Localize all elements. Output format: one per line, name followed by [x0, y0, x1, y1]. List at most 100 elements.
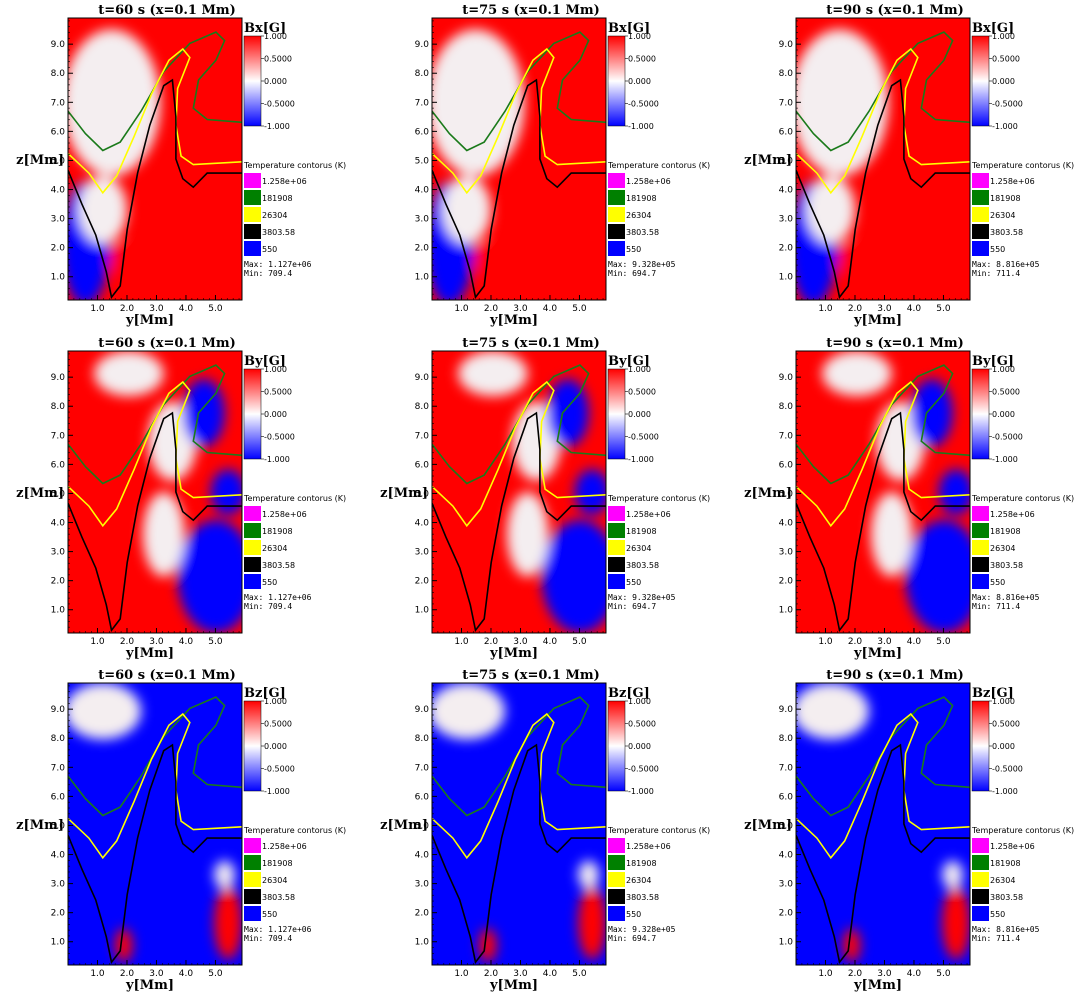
xtick-label: 5.0 — [572, 969, 587, 979]
ytick-label: 7.0 — [779, 431, 794, 441]
xtick-label: 1.0 — [90, 304, 105, 314]
xtick-label: 3.0 — [877, 969, 892, 979]
heatmap-region — [842, 928, 861, 963]
legend-title: Temperature contorus (K) — [243, 494, 346, 503]
legend-swatch — [972, 574, 989, 589]
contour-yellow — [68, 47, 242, 195]
legend-label: 181908 — [990, 859, 1021, 868]
panel-title: t=90 s (x=0.1 Mm) — [826, 3, 964, 18]
max-value: Max: 9.328e+05 — [608, 925, 676, 934]
colorbar-tick-label: 1.000 — [264, 697, 287, 706]
colorbar-title: By[G] — [972, 354, 1014, 369]
x-axis-label: y[Mm] — [489, 313, 538, 328]
colorbar-tick-label: 1.000 — [992, 697, 1015, 706]
legend-swatch — [608, 190, 625, 205]
xtick-label: 4.0 — [179, 304, 194, 314]
ytick-label: 9.0 — [779, 705, 794, 715]
colorbar — [971, 700, 990, 792]
heatmap-region — [822, 351, 892, 397]
colorbar-tick-label: -0.5000 — [992, 100, 1023, 109]
legend-label: 1.258e+06 — [626, 510, 671, 519]
colorbar-tick-label: 0.5000 — [628, 720, 656, 729]
heatmap-region — [458, 351, 528, 397]
contour-black — [68, 743, 242, 965]
heatmap-region — [837, 240, 859, 275]
ytick-label: 8.0 — [779, 734, 794, 744]
ytick-label: 1.0 — [779, 606, 794, 616]
legend-swatch — [608, 906, 625, 921]
colorbar-tick-label: 0.000 — [264, 77, 287, 86]
legend-swatch — [608, 241, 625, 256]
heatmap-region — [942, 886, 970, 960]
legend-label: 3803.58 — [626, 893, 659, 902]
xtick-label: 5.0 — [208, 637, 223, 647]
ytick-label: 7.0 — [415, 98, 430, 108]
ytick-label: 1.0 — [51, 938, 66, 948]
ytick-label: 7.0 — [51, 763, 66, 773]
xtick-label: 5.0 — [936, 969, 951, 979]
colorbar-tick-label: 1.000 — [992, 32, 1015, 41]
x-axis-label: y[Mm] — [489, 646, 538, 661]
heatmap-region — [68, 683, 142, 740]
field-heatmap — [796, 18, 970, 300]
legend-label: 181908 — [262, 859, 293, 868]
legend-label: 550 — [626, 578, 641, 587]
colorbar-tick-label: 0.000 — [264, 742, 287, 751]
max-value: Max: 1.127e+06 — [244, 925, 312, 934]
max-value: Max: 1.127e+06 — [244, 260, 312, 269]
xtick-label: 2.0 — [120, 969, 135, 979]
y-axis-label: z[Mm] — [16, 818, 64, 833]
x-axis-label: y[Mm] — [125, 978, 174, 993]
panel-bzg-r2c0: t=60 s (x=0.1 Mm) 1.0 2.0 3.0 4.0 5.0 6.0 7.0 8.… — [16, 668, 346, 993]
legend-label: 181908 — [262, 194, 293, 203]
xtick-label: 4.0 — [907, 304, 922, 314]
ytick-label: 2.0 — [779, 244, 794, 254]
colorbar-tick-label: -1.000 — [264, 122, 290, 131]
ytick-label: 4.0 — [51, 186, 66, 196]
legend-swatch — [608, 224, 625, 239]
heatmap-region — [473, 240, 495, 275]
legend-swatch — [244, 173, 261, 188]
xtick-label: 3.0 — [149, 637, 164, 647]
legend-swatch — [972, 872, 989, 887]
legend-swatch — [608, 872, 625, 887]
field-heatmap — [432, 18, 606, 300]
heatmap-region — [905, 520, 970, 633]
xtick-label: 3.0 — [877, 304, 892, 314]
legend-swatch — [244, 540, 261, 555]
ytick-label: 4.0 — [779, 519, 794, 529]
legend-label: 1.258e+06 — [626, 842, 671, 851]
colorbar-tick-label: -0.5000 — [264, 765, 295, 774]
y-axis-label: z[Mm] — [16, 153, 64, 168]
ytick-label: 9.0 — [415, 705, 430, 715]
panel-title: t=75 s (x=0.1 Mm) — [462, 3, 600, 18]
legend-label: 3803.58 — [990, 893, 1023, 902]
y-axis-label: z[Mm] — [380, 486, 428, 501]
colorbar-title: Bz[G] — [608, 686, 650, 701]
legend-swatch — [972, 173, 989, 188]
y-axis-label: z[Mm] — [380, 818, 428, 833]
legend-swatch — [244, 906, 261, 921]
colorbar-tick-label: -0.5000 — [264, 433, 295, 442]
heatmap-region — [432, 683, 506, 740]
colorbar — [607, 35, 626, 127]
contour-black — [796, 743, 970, 965]
legend-label: 26304 — [990, 544, 1015, 553]
legend-swatch — [972, 523, 989, 538]
ytick-label: 8.0 — [779, 69, 794, 79]
legend-label: 550 — [990, 245, 1005, 254]
min-value: Min: 709.4 — [244, 269, 292, 278]
panel-bxg-r0c0: t=60 s (x=0.1 Mm) 1.0 2.0 3.0 4.0 5.0 6.0 7.0 8.… — [16, 3, 346, 328]
contour-yellow — [796, 47, 970, 195]
max-value: Max: 9.328e+05 — [608, 593, 676, 602]
contour-green — [68, 364, 242, 485]
legend-title: Temperature contorus (K) — [243, 826, 346, 835]
colorbar-tick-label: 0.5000 — [264, 388, 292, 397]
legend-title: Temperature contorus (K) — [607, 161, 710, 170]
legend-swatch — [972, 855, 989, 870]
xtick-label: 3.0 — [513, 304, 528, 314]
ytick-label: 2.0 — [415, 577, 430, 587]
ytick-label: 5.0 — [779, 489, 794, 499]
plot-frame — [431, 17, 607, 301]
legend-label: 26304 — [262, 211, 287, 220]
